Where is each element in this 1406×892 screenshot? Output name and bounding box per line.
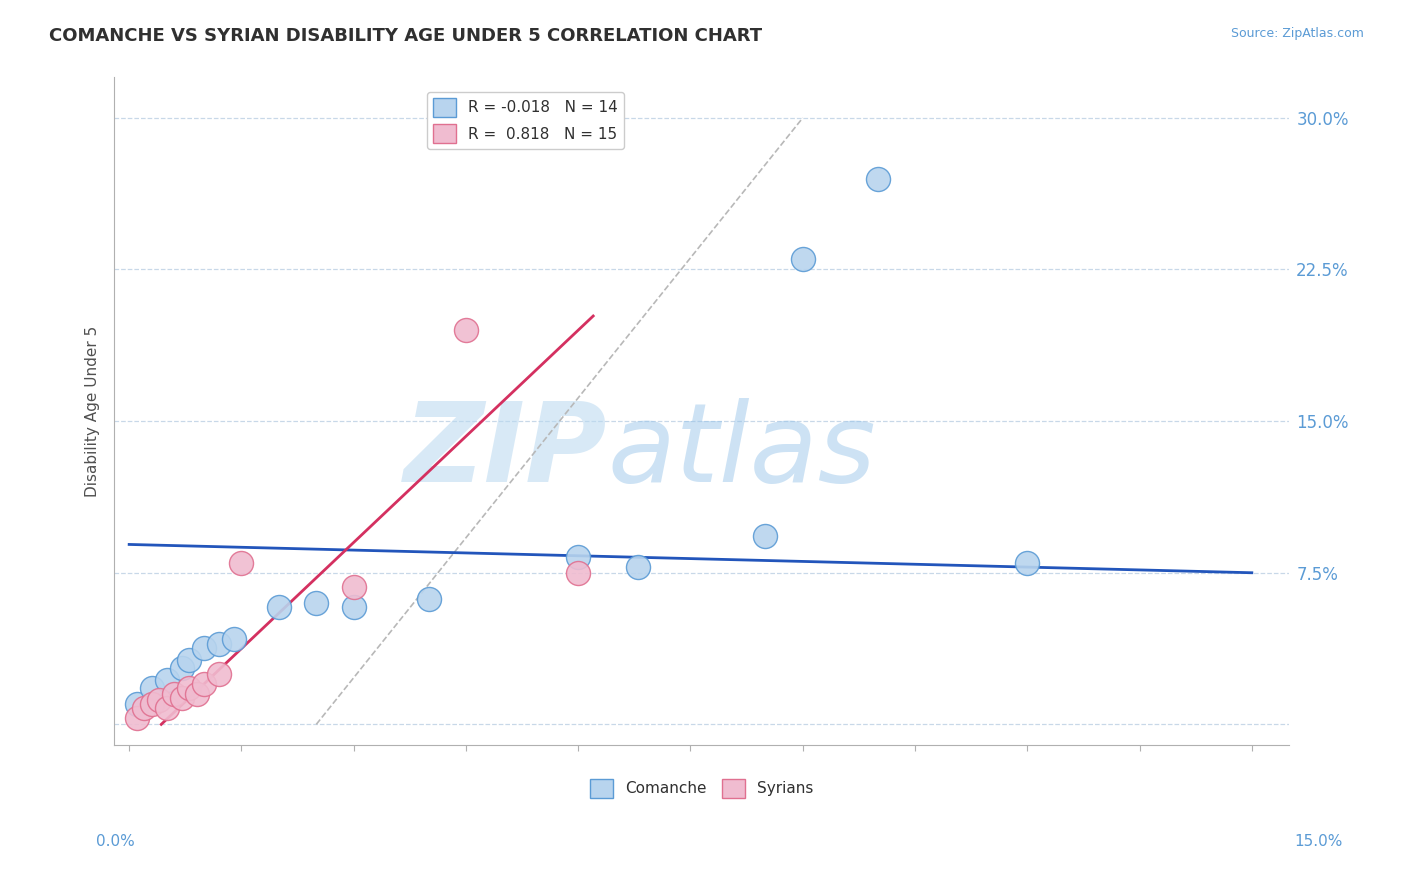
Point (208, 666, 231, 681)
Point (163, 687, 186, 701)
Y-axis label: Disability Age Under 5: Disability Age Under 5 (86, 326, 100, 497)
Point (418, 592, 440, 607)
Point (222, 632, 245, 647)
Point (125, 697, 148, 711)
Point (454, 323, 477, 337)
Point (148, 693, 170, 707)
Point (193, 677, 215, 691)
Point (141, 681, 163, 695)
Text: 15.0%: 15.0% (1295, 834, 1343, 849)
Point (155, 701, 177, 715)
Point (754, 529, 776, 543)
Point (170, 661, 193, 675)
Point (155, 673, 177, 687)
Point (177, 681, 200, 695)
Point (141, 697, 163, 711)
Point (177, 653, 200, 667)
Point (792, 252, 814, 267)
Point (134, 701, 156, 715)
Point (267, 600, 290, 615)
Legend: Comanche, Syrians: Comanche, Syrians (583, 772, 820, 804)
Point (1017, 556, 1039, 570)
Point (866, 171, 889, 186)
Point (231, 556, 253, 570)
Point (567, 549, 589, 564)
Text: atlas: atlas (607, 398, 876, 505)
Point (193, 640, 215, 655)
Point (567, 566, 589, 580)
Text: Source: ZipAtlas.com: Source: ZipAtlas.com (1230, 27, 1364, 40)
Point (125, 711, 148, 725)
Text: 0.0%: 0.0% (96, 834, 135, 849)
Point (305, 596, 328, 610)
Point (343, 580, 366, 594)
Point (208, 636, 231, 650)
Point (343, 600, 366, 615)
Point (186, 687, 208, 701)
Point (170, 691, 193, 706)
Point (627, 559, 650, 574)
Text: ZIP: ZIP (404, 398, 607, 505)
Text: COMANCHE VS SYRIAN DISABILITY AGE UNDER 5 CORRELATION CHART: COMANCHE VS SYRIAN DISABILITY AGE UNDER … (49, 27, 762, 45)
